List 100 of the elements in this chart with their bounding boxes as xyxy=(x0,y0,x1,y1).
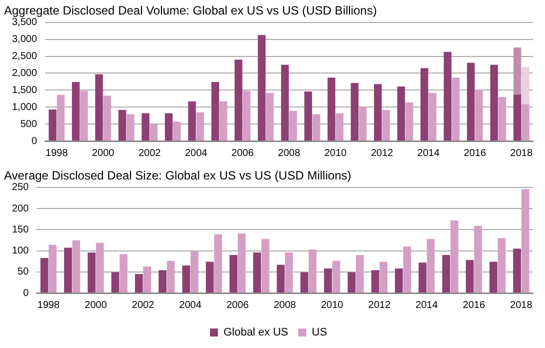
x-tick-label: 1998 xyxy=(37,300,60,311)
y-tick-label: 100 xyxy=(12,246,30,257)
x-tick-label: 2004 xyxy=(184,148,208,159)
bar xyxy=(143,266,152,292)
bar xyxy=(166,260,175,292)
y-tick-label: 200 xyxy=(12,203,30,214)
bar xyxy=(474,226,482,292)
bar xyxy=(498,238,506,292)
bar xyxy=(358,106,367,140)
x-tick-label: 2000 xyxy=(92,148,115,159)
bar xyxy=(444,52,452,140)
bar xyxy=(450,220,458,292)
bar xyxy=(242,90,250,140)
x-tick-label: 2002 xyxy=(138,148,162,159)
x-tick-label: 2014 xyxy=(416,300,438,311)
bar xyxy=(522,104,530,140)
bar xyxy=(521,189,530,292)
bar xyxy=(324,268,332,292)
bar xyxy=(475,89,483,140)
bar xyxy=(428,92,436,140)
bar xyxy=(348,272,356,292)
bar xyxy=(261,238,270,292)
bar xyxy=(452,78,460,140)
bar xyxy=(397,86,405,140)
x-tick-label: 2018 xyxy=(510,300,533,311)
x-tick-label: 2016 xyxy=(462,300,486,311)
x-tick-label: 2010 xyxy=(320,300,344,311)
bar xyxy=(211,82,220,140)
bar xyxy=(48,109,56,140)
bar xyxy=(276,264,285,292)
bar xyxy=(253,252,261,292)
x-tick-label: 2006 xyxy=(231,148,254,159)
bar xyxy=(328,78,336,140)
x-tick-label: 1998 xyxy=(46,148,68,159)
x-tick-label: 2018 xyxy=(510,148,533,159)
x-tick-label: 2012 xyxy=(368,300,391,311)
legend-label: Global ex US xyxy=(223,326,288,339)
bar xyxy=(120,254,128,292)
bar xyxy=(356,254,364,292)
bar xyxy=(142,113,150,140)
bar xyxy=(234,60,242,140)
bar xyxy=(118,110,126,140)
x-tick-label: 2002 xyxy=(132,300,155,311)
x-tick-label: 2006 xyxy=(226,300,250,311)
bar xyxy=(103,96,112,140)
y-tick-label: 2,500 xyxy=(12,51,38,62)
y-tick-label: 3,000 xyxy=(12,34,38,46)
bar xyxy=(490,64,498,140)
bar xyxy=(382,110,390,140)
legend-label: US xyxy=(312,326,328,339)
y-tick-label: 150 xyxy=(12,224,30,236)
bar xyxy=(308,249,317,292)
bar xyxy=(380,262,388,292)
bar xyxy=(350,83,359,140)
bar xyxy=(420,68,428,140)
bar xyxy=(88,252,96,292)
bar xyxy=(513,94,522,140)
bar xyxy=(238,233,246,292)
bar xyxy=(56,94,65,140)
bar xyxy=(72,240,80,292)
bar xyxy=(466,62,475,140)
bar xyxy=(418,262,426,292)
bar xyxy=(158,270,166,292)
x-tick-label: 2010 xyxy=(324,148,348,159)
y-tick-label: 1,500 xyxy=(12,84,38,96)
bar xyxy=(281,64,289,140)
bar xyxy=(394,268,403,292)
bar xyxy=(214,234,222,292)
y-tick-label: 2,000 xyxy=(12,68,38,79)
bar xyxy=(285,252,293,292)
bar xyxy=(300,272,308,292)
bar xyxy=(332,260,340,292)
bar xyxy=(80,90,88,140)
bar xyxy=(134,274,143,292)
bar xyxy=(96,242,104,292)
bar xyxy=(95,74,103,140)
bar xyxy=(126,114,134,140)
x-tick-label: 2004 xyxy=(179,300,202,311)
y-tick-label: 500 xyxy=(20,118,38,130)
x-tick-label: 2016 xyxy=(464,148,486,159)
y-tick-label: 250 xyxy=(12,182,30,194)
bar xyxy=(206,262,214,292)
x-tick-label: 2008 xyxy=(278,148,301,159)
bar xyxy=(426,238,435,292)
y-tick-label: 0 xyxy=(31,136,38,147)
bar xyxy=(111,272,120,292)
bar xyxy=(374,84,382,140)
bar xyxy=(336,113,344,140)
bar xyxy=(72,82,80,140)
bar xyxy=(489,262,498,292)
bar xyxy=(258,34,266,140)
bar xyxy=(513,248,521,292)
bar xyxy=(188,101,196,140)
y-tick-label: 50 xyxy=(18,266,30,278)
y-tick-label: 0 xyxy=(23,288,30,299)
chart-title: Average Disclosed Deal Size: Global ex US vs US (USD Millions) xyxy=(4,168,352,183)
bar xyxy=(405,102,414,140)
bar xyxy=(289,110,297,140)
bar xyxy=(182,266,190,292)
y-tick-label: 1,000 xyxy=(12,102,38,113)
